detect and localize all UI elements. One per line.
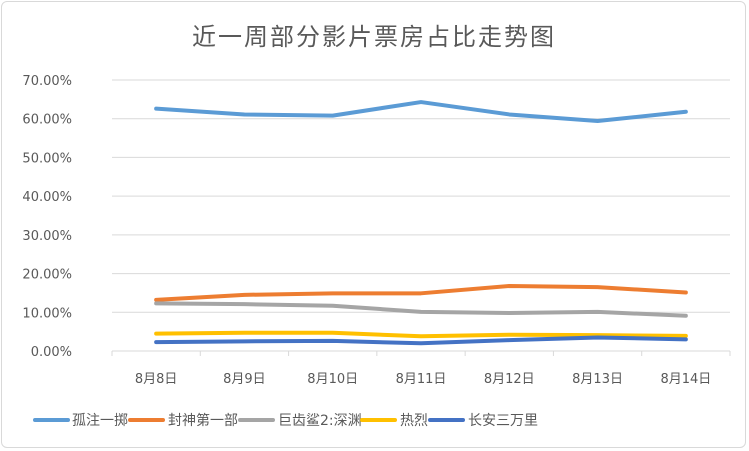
y-tick-label: 40.00%	[22, 190, 72, 205]
series-line-4	[154, 335, 688, 346]
x-tick-label: 8月12日	[484, 372, 535, 387]
legend-label: 热烈	[400, 413, 428, 429]
y-tick-label: 0.00%	[31, 345, 72, 360]
legend-label: 封神第一部	[168, 412, 238, 429]
series-line-1	[154, 283, 688, 302]
x-tick-label: 8月13日	[572, 372, 623, 387]
series-line-2	[154, 301, 688, 318]
series-line-3	[154, 330, 688, 339]
x-tick-label: 8月11日	[396, 372, 447, 387]
chart-title: 近一周部分影片票房占比走势图	[192, 23, 556, 51]
legend-label: 巨齿鲨2:深渊	[278, 413, 362, 429]
y-tick-label: 60.00%	[22, 113, 72, 128]
y-tick-label: 30.00%	[22, 229, 72, 244]
x-tick-label: 8月14日	[660, 372, 711, 387]
y-tick-label: 70.00%	[22, 74, 72, 89]
y-tick-label: 50.00%	[22, 151, 72, 166]
y-tick-label: 20.00%	[22, 268, 72, 283]
y-tick-label: 10.00%	[22, 306, 72, 321]
x-tick-label: 8月10日	[307, 372, 358, 387]
x-tick-label: 8月9日	[223, 372, 266, 387]
series-line-0	[154, 100, 688, 124]
legend-label: 长安三万里	[468, 413, 538, 429]
legend-label: 孤注一掷	[72, 413, 128, 429]
x-tick-label: 8月8日	[135, 372, 178, 387]
